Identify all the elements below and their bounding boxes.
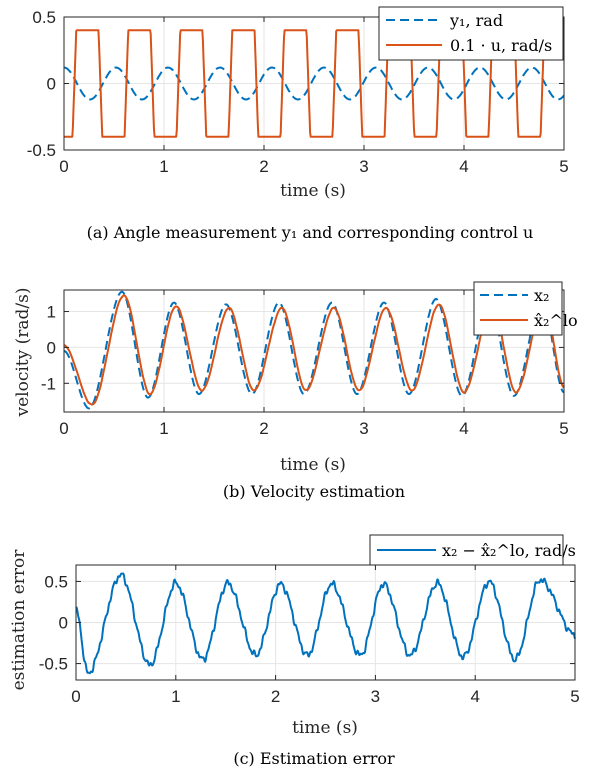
series-line-1 bbox=[75, 572, 576, 675]
panel-b: 0 1 2 3 4 5 1 0 -1 time (s) velocity (rad/s) (b)… bbox=[13, 281, 578, 501]
plot-frame bbox=[63, 16, 565, 151]
legend-box bbox=[369, 534, 564, 566]
legend-label-error: x₂ − x̂₂^lo, rad/s bbox=[442, 541, 576, 560]
panel-c-legend: x₂ − x̂₂^lo, rad/s bbox=[369, 534, 576, 566]
y-tick-label: -0.5 bbox=[27, 141, 56, 160]
y-tick-label: 0.5 bbox=[32, 8, 56, 27]
x-tick-label: 1 bbox=[171, 687, 180, 706]
y-tick-label: -0.5 bbox=[39, 655, 68, 674]
panel-a-axes: 0 1 2 3 4 50.50-0.5 bbox=[27, 8, 569, 176]
panel-a-caption: (a) Angle measurement y₁ and correspondi… bbox=[87, 223, 534, 242]
y-tick-label: -1 bbox=[41, 374, 56, 393]
x-tick-label: 1 bbox=[159, 419, 168, 438]
legend-box bbox=[378, 6, 564, 61]
y-tick-label: 0 bbox=[47, 75, 56, 94]
plot-frame bbox=[75, 564, 576, 681]
y-tick-label: 0 bbox=[59, 614, 68, 633]
panel-b-axes: 0 1 2 3 4 5 1 0 -1 bbox=[41, 289, 569, 438]
x-tick-label: 0 bbox=[59, 157, 68, 176]
x-tick-label: 1 bbox=[159, 157, 168, 176]
panel-c-ylabel: estimation error bbox=[9, 549, 29, 691]
x-tick-label: 2 bbox=[259, 157, 268, 176]
x-tick-label: 3 bbox=[359, 419, 368, 438]
y-tick-label: 0.5 bbox=[44, 572, 68, 591]
series-line-2 bbox=[63, 29, 565, 138]
x-tick-label: 2 bbox=[259, 419, 268, 438]
legend-box bbox=[473, 281, 563, 336]
panel-c-caption: (c) Estimation error bbox=[233, 749, 395, 768]
x-tick-label: 3 bbox=[371, 687, 380, 706]
panel-b-ylabel: velocity (rad/s) bbox=[13, 288, 33, 418]
legend-label-y1: y₁, rad bbox=[449, 11, 503, 30]
panel-a-legend: y₁, rad 0.1 · u, rad/s bbox=[378, 6, 564, 61]
x-tick-label: 4 bbox=[459, 157, 468, 176]
panel-c-xlabel: time (s) bbox=[292, 718, 358, 738]
series-line-1 bbox=[63, 66, 565, 101]
y-tick-label: 1 bbox=[47, 303, 56, 322]
x-tick-label: 4 bbox=[470, 687, 479, 706]
panel-b-legend: x₂ x̂₂^lo bbox=[473, 281, 578, 336]
panel-a-data bbox=[63, 29, 565, 138]
x-tick-label: 4 bbox=[459, 419, 468, 438]
legend-label-u: 0.1 · u, rad/s bbox=[450, 36, 552, 55]
plot-frame bbox=[63, 289, 565, 413]
x-tick-label: 0 bbox=[71, 687, 80, 706]
x-tick-label: 3 bbox=[359, 157, 368, 176]
panel-c-data bbox=[75, 572, 576, 675]
x-tick-label: 0 bbox=[59, 419, 68, 438]
x-tick-label: 5 bbox=[570, 687, 579, 706]
x-tick-label: 2 bbox=[271, 687, 280, 706]
panel-b-xlabel: time (s) bbox=[280, 455, 346, 475]
panel-c: 0 1 2 3 4 50.50-0.5 time (s) estimation error… bbox=[9, 534, 580, 768]
x-tick-label: 5 bbox=[559, 419, 568, 438]
y-tick-label: 0 bbox=[47, 338, 56, 357]
panel-a-xlabel: time (s) bbox=[280, 181, 346, 201]
x-tick-label: 5 bbox=[559, 157, 568, 176]
legend-label-x2: x₂ bbox=[534, 286, 549, 305]
panel-a: 0 1 2 3 4 50.50-0.5 time (s) (a) Angle measur… bbox=[27, 6, 569, 242]
panel-c-axes: 0 1 2 3 4 50.50-0.5 bbox=[39, 564, 580, 706]
legend-label-x2hat: x̂₂^lo bbox=[534, 311, 578, 330]
panel-b-caption: (b) Velocity estimation bbox=[223, 482, 405, 501]
